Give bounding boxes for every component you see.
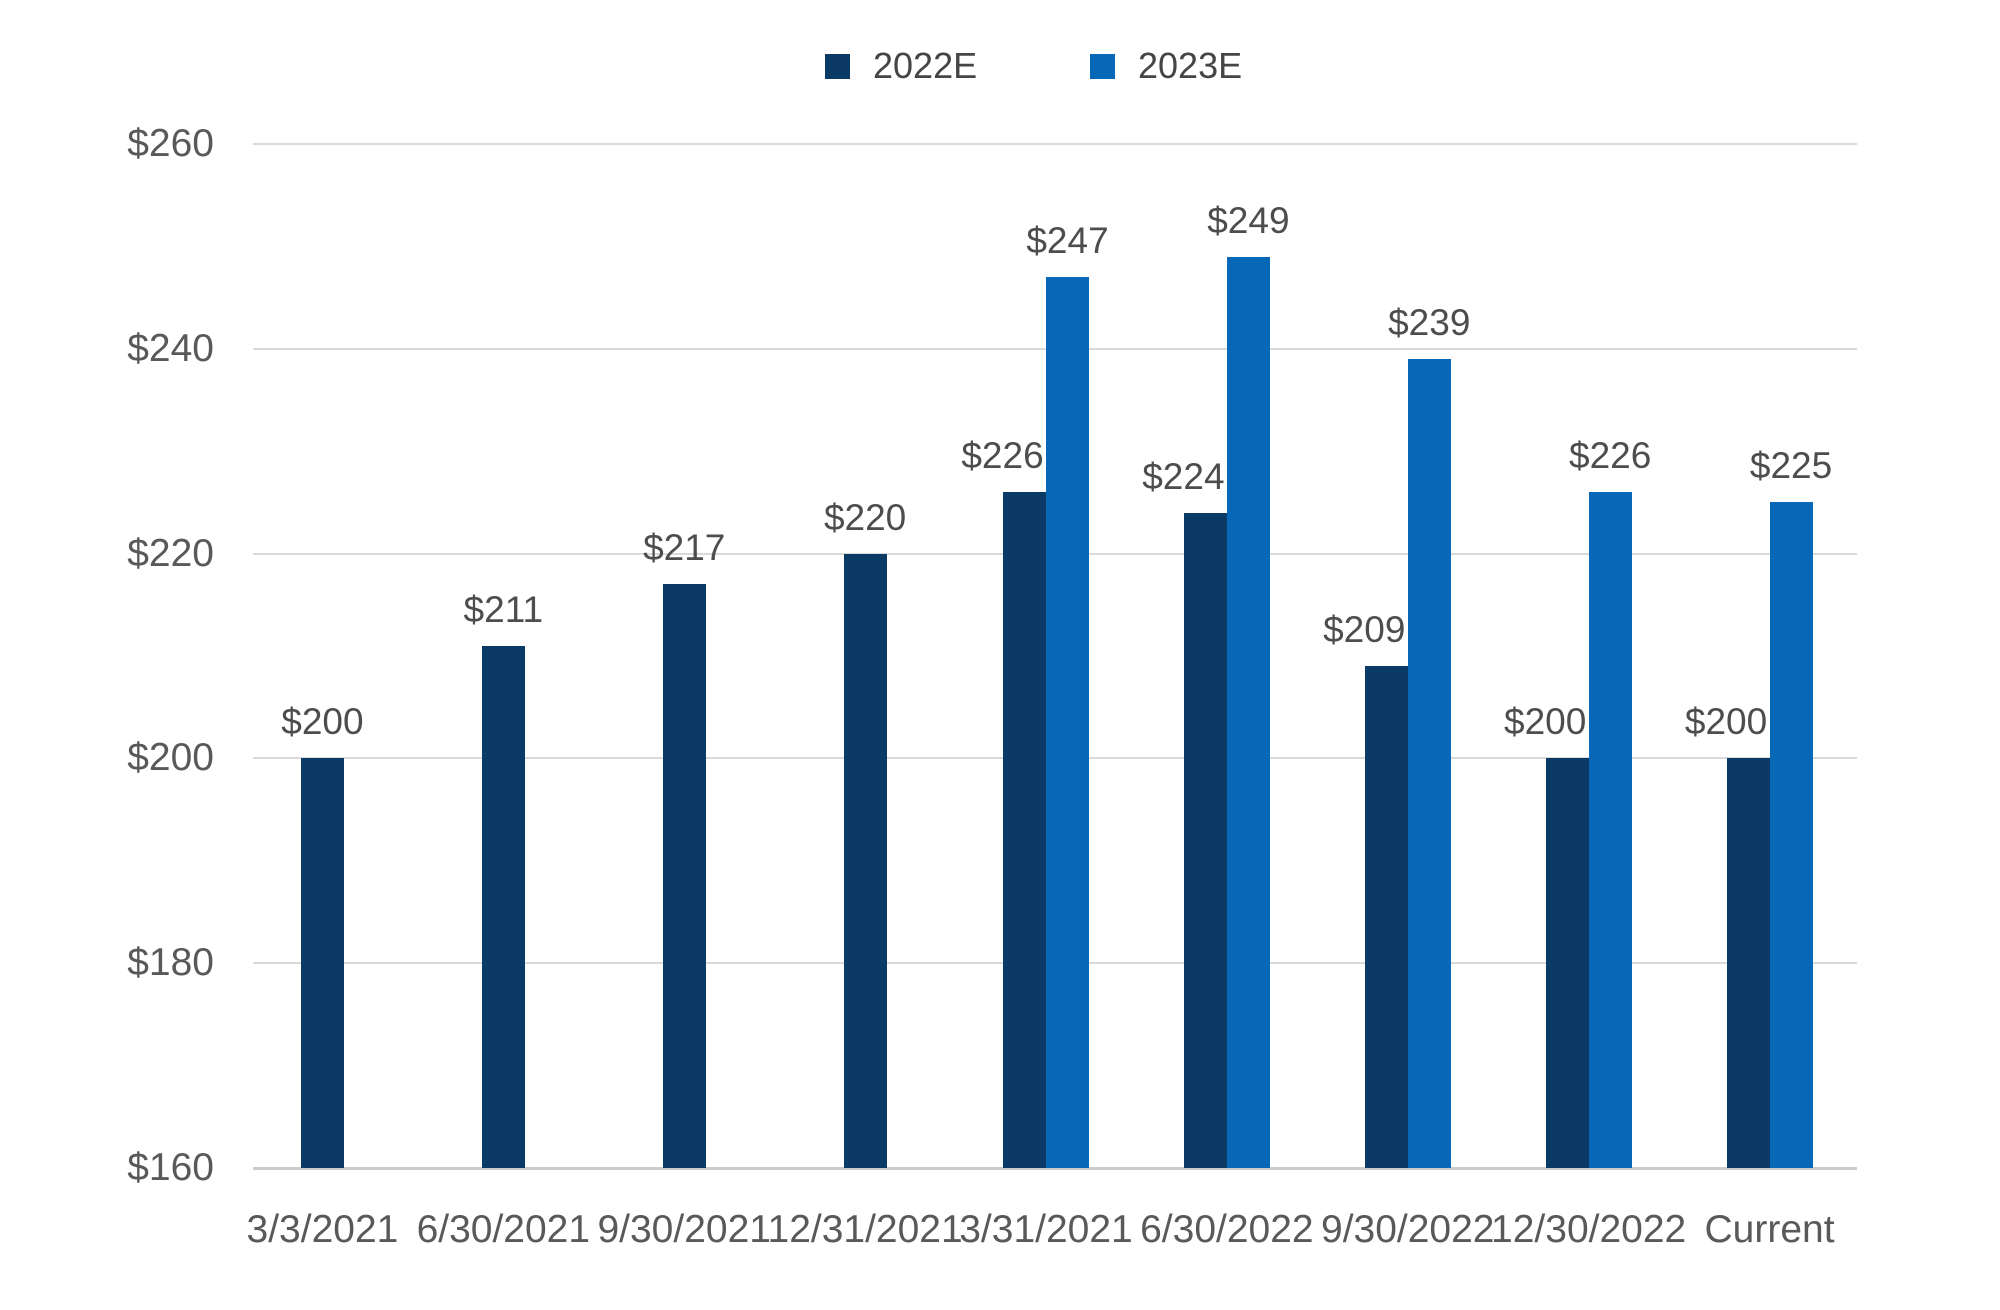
x-tick-label-3: 12/31/2021 bbox=[767, 1208, 963, 1251]
bar-value-label-2022e-7: $200 bbox=[1504, 701, 1587, 743]
legend-label-2023e: 2023E bbox=[1138, 45, 1243, 86]
bar-2022e-6 bbox=[1364, 666, 1408, 1168]
y-tick-label: $240 bbox=[127, 326, 214, 370]
legend-label-2022e: 2022E bbox=[873, 45, 978, 86]
bar-value-label-2022e-4: $226 bbox=[961, 435, 1044, 477]
x-tick-label-5: 6/30/2022 bbox=[1140, 1208, 1314, 1251]
bar-value-label-2023e-6: $239 bbox=[1388, 302, 1471, 344]
bar-2023e-6 bbox=[1407, 359, 1451, 1168]
bar-value-label-2023e-5: $249 bbox=[1207, 199, 1290, 241]
bar-value-label-2023e-7: $226 bbox=[1569, 435, 1652, 477]
bar-2022e-3 bbox=[843, 553, 887, 1168]
x-tick-label-2: 9/30/2021 bbox=[597, 1208, 771, 1251]
bar-value-label-2022e-2: $217 bbox=[643, 527, 726, 569]
bar-value-label-2022e-8: $200 bbox=[1684, 701, 1768, 743]
y-tick-label: $260 bbox=[127, 122, 214, 165]
bar-2023e-4 bbox=[1046, 277, 1089, 1168]
bar-2022e-0 bbox=[300, 758, 344, 1168]
bar-2022e-7 bbox=[1545, 758, 1589, 1168]
bar-2023e-7 bbox=[1588, 492, 1632, 1168]
bar-value-label-2023e-4: $247 bbox=[1026, 220, 1109, 262]
x-tick-label-6: 9/30/2022 bbox=[1321, 1208, 1495, 1251]
bar-2022e-8 bbox=[1726, 758, 1770, 1168]
legend-swatch-2022e bbox=[825, 53, 850, 79]
bar-value-label-2022e-3: $220 bbox=[823, 496, 907, 538]
bar-2022e-1 bbox=[481, 645, 525, 1168]
x-axis-line bbox=[253, 1167, 1857, 1170]
y-tick-label: $200 bbox=[127, 736, 214, 780]
legend-item-2023e: 2023E bbox=[1090, 44, 1242, 88]
gridline bbox=[253, 143, 1857, 145]
bar-2022e-2 bbox=[662, 584, 706, 1168]
x-tick-label-1: 6/30/2021 bbox=[416, 1208, 591, 1251]
legend-swatch-2023e bbox=[1090, 53, 1115, 79]
bar-value-label-2022e-5: $224 bbox=[1142, 455, 1225, 497]
bar-2022e-5 bbox=[1183, 512, 1227, 1168]
bar-value-label-2022e-6: $209 bbox=[1323, 609, 1406, 651]
x-tick-label-7: 12/30/2022 bbox=[1491, 1208, 1687, 1251]
legend-item-2022e: 2022E bbox=[825, 44, 977, 88]
bar-value-label-2022e-0: $200 bbox=[281, 701, 364, 743]
bar-value-label-2022e-1: $211 bbox=[463, 588, 544, 630]
x-tick-label-0: 3/3/2021 bbox=[246, 1208, 399, 1251]
y-tick-label: $180 bbox=[127, 941, 214, 985]
y-tick-label: $220 bbox=[127, 531, 214, 575]
bar-2023e-8 bbox=[1769, 502, 1813, 1168]
x-tick-label-4: 3/31/2021 bbox=[959, 1208, 1133, 1251]
bar-2022e-4 bbox=[1003, 492, 1046, 1168]
x-tick-label-8: Current bbox=[1704, 1208, 1835, 1251]
bar-2023e-5 bbox=[1226, 256, 1270, 1168]
y-tick-label: $160 bbox=[127, 1146, 214, 1189]
bar-value-label-2023e-8: $225 bbox=[1749, 445, 1833, 487]
